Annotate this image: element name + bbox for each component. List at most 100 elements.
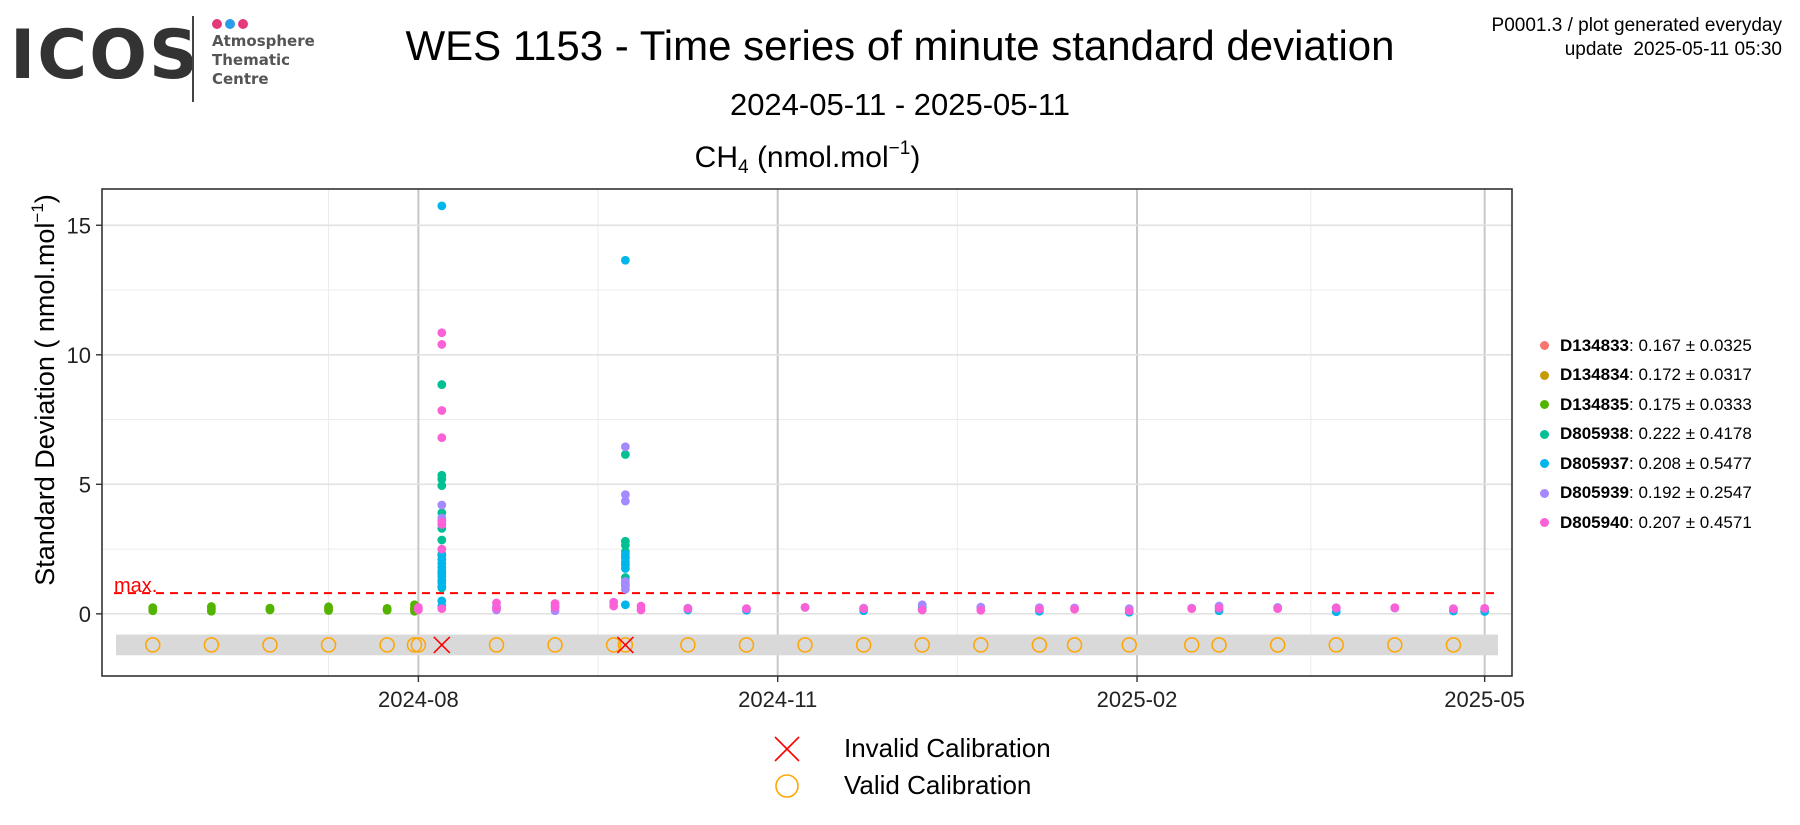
data-point-D805940 xyxy=(1331,603,1341,613)
data-point-D805937 xyxy=(620,564,630,573)
valid-calibration-marker xyxy=(1387,637,1403,653)
logo-wordmark: ICOS xyxy=(10,16,200,95)
y-tick-label: 15 xyxy=(67,213,91,238)
valid-calibration-marker xyxy=(320,637,337,653)
plot-border xyxy=(101,188,1513,677)
subtitle-subscript: 4 xyxy=(738,157,749,178)
legend-item-D805940: D805940: 0.207 ± 0.4571 xyxy=(1540,508,1752,538)
legend-series-stats: : 0.207 ± 0.4571 xyxy=(1629,512,1752,532)
plot-id-text: P0001.3 / plot generated everyday xyxy=(1491,15,1782,36)
subtitle-unit: (nmol.mol xyxy=(756,141,889,174)
logo-dot xyxy=(238,19,248,29)
data-point-D805940 xyxy=(437,433,447,443)
valid-calibration-marker xyxy=(406,637,423,653)
data-point-D805937 xyxy=(620,255,630,265)
data-point-D805940 xyxy=(1449,604,1458,614)
logo-dot xyxy=(225,19,235,29)
data-point-D805940 xyxy=(1480,603,1490,613)
valid-calibration-marker xyxy=(1445,637,1462,653)
data-point-D805940 xyxy=(437,520,447,529)
data-point-D134835 xyxy=(382,603,392,613)
data-point-D805940 xyxy=(1187,604,1197,614)
valid-calibration-marker xyxy=(1183,637,1200,653)
legend-item-D134834: D134834: 0.172 ± 0.0317 xyxy=(1540,361,1752,391)
invalid-calibration-label: Invalid Calibration xyxy=(844,733,1051,763)
data-point-D805939 xyxy=(620,584,630,594)
valid-calibration-marker xyxy=(797,637,813,653)
data-point-D805940 xyxy=(1273,604,1283,614)
logo-line-2: Thematic xyxy=(212,51,291,69)
subtitle-close: ) xyxy=(910,141,921,174)
legend-marker xyxy=(1540,518,1549,528)
legend-series-name: D805939 xyxy=(1560,483,1630,503)
legend-series-name: D805940 xyxy=(1560,512,1630,532)
valid-calibration-marker xyxy=(738,637,755,653)
data-point-D805940 xyxy=(859,604,869,614)
plot-panel xyxy=(102,189,1512,676)
legend-series-name: D134833 xyxy=(1560,335,1630,355)
y-tick-label: 5 xyxy=(79,472,91,497)
data-point-D805940 xyxy=(976,605,986,615)
valid-calibration-marker xyxy=(855,637,872,653)
invalid-calibration-cross-icon xyxy=(774,735,800,762)
data-point-D134835 xyxy=(206,602,216,611)
data-point-D805939 xyxy=(620,490,630,500)
update-timestamp: update 2025-05-11 05:30 xyxy=(1564,39,1782,60)
x-tick-label: 2024-11 xyxy=(738,687,817,712)
data-point-D805940 xyxy=(437,604,447,614)
legend-marker xyxy=(1540,400,1549,410)
data-point-D805937 xyxy=(437,582,447,592)
calibration-legend: Invalid Calibration Valid Calibration xyxy=(770,730,1051,804)
data-point-D805940 xyxy=(1070,604,1079,614)
valid-calibration-marker xyxy=(1328,637,1344,653)
valid-calibration-marker xyxy=(973,637,989,653)
data-point-D805940 xyxy=(800,602,810,612)
data-point-D805940 xyxy=(437,406,447,415)
data-point-D805940 xyxy=(437,544,447,554)
max-threshold-label: max. xyxy=(114,575,157,597)
data-point-D805940 xyxy=(1390,603,1400,613)
invalid-calibration-marker xyxy=(433,636,451,654)
invalid-calibration-marker xyxy=(616,636,634,654)
data-point-D805938 xyxy=(437,474,447,484)
legend-series-name: D134835 xyxy=(1560,394,1630,414)
logo-line-1: Atmosphere xyxy=(212,32,315,50)
data-point-D805938 xyxy=(437,380,447,389)
legend-invalid-calibration: Invalid Calibration xyxy=(770,730,1051,767)
valid-calibration-marker xyxy=(680,637,696,653)
valid-calibration-marker xyxy=(379,637,395,653)
legend-series-stats: : 0.222 ± 0.4178 xyxy=(1629,424,1752,444)
legend-series-name: D134834 xyxy=(1560,365,1630,385)
legend-series-stats: : 0.208 ± 0.5477 xyxy=(1629,453,1752,473)
data-point-D805940 xyxy=(742,604,751,614)
series-legend: D134833: 0.167 ± 0.0325 D134834: 0.172 ± … xyxy=(1540,331,1752,538)
valid-calibration-marker xyxy=(262,637,278,653)
data-point-D134835 xyxy=(148,603,158,613)
calibration-band xyxy=(116,634,1498,656)
data-point-D805938 xyxy=(437,481,447,491)
generation-info: P0001.3 / plot generated everyday update… xyxy=(1492,14,1782,62)
valid-calibration-marker xyxy=(914,637,930,653)
logo-text: Atmosphere Thematic Centre xyxy=(212,32,315,89)
data-point-D805937 xyxy=(620,600,630,610)
valid-calibration-marker xyxy=(410,637,427,653)
valid-calibration-marker xyxy=(605,637,622,653)
legend-series-stats: : 0.172 ± 0.0317 xyxy=(1629,365,1752,385)
legend-series-stats: : 0.192 ± 0.2547 xyxy=(1629,483,1752,503)
legend-marker xyxy=(1540,429,1549,439)
data-point-D805938 xyxy=(437,535,447,545)
data-point-D805940 xyxy=(413,602,423,612)
valid-calibration-marker xyxy=(145,637,161,653)
legend-marker xyxy=(1540,341,1549,351)
legend-series-name: D805937 xyxy=(1560,453,1630,473)
data-point-D805938 xyxy=(620,450,630,459)
data-point-D805940 xyxy=(1034,604,1044,614)
y-tick-label: 10 xyxy=(67,343,91,368)
data-point-D805940 xyxy=(1124,606,1134,616)
legend-marker xyxy=(1540,459,1549,469)
legend-item-D134835: D134835: 0.175 ± 0.0333 xyxy=(1540,390,1752,420)
data-point-D805940 xyxy=(609,601,619,611)
valid-calibration-marker xyxy=(1121,637,1137,653)
valid-calibration-marker xyxy=(547,637,563,653)
